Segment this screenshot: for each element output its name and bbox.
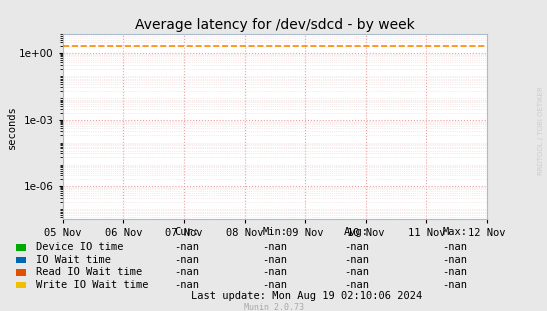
Text: -nan: -nan bbox=[443, 242, 468, 252]
Text: -nan: -nan bbox=[344, 280, 369, 290]
Text: Device IO time: Device IO time bbox=[36, 242, 123, 252]
Text: Write IO Wait time: Write IO Wait time bbox=[36, 280, 148, 290]
Text: -nan: -nan bbox=[262, 255, 287, 265]
Text: -nan: -nan bbox=[443, 255, 468, 265]
Text: -nan: -nan bbox=[262, 280, 287, 290]
Text: -nan: -nan bbox=[174, 255, 200, 265]
Text: -nan: -nan bbox=[344, 267, 369, 277]
Text: -nan: -nan bbox=[174, 267, 200, 277]
Text: -nan: -nan bbox=[174, 242, 200, 252]
Text: Min:: Min: bbox=[262, 227, 287, 237]
Text: Last update: Mon Aug 19 02:10:06 2024: Last update: Mon Aug 19 02:10:06 2024 bbox=[191, 291, 422, 301]
Text: IO Wait time: IO Wait time bbox=[36, 255, 110, 265]
Text: -nan: -nan bbox=[344, 255, 369, 265]
Text: -nan: -nan bbox=[443, 267, 468, 277]
Y-axis label: seconds: seconds bbox=[7, 105, 16, 149]
Text: -nan: -nan bbox=[174, 280, 200, 290]
Text: Read IO Wait time: Read IO Wait time bbox=[36, 267, 142, 277]
Text: -nan: -nan bbox=[262, 242, 287, 252]
Text: -nan: -nan bbox=[262, 267, 287, 277]
Text: Cur:: Cur: bbox=[174, 227, 200, 237]
Text: Munin 2.0.73: Munin 2.0.73 bbox=[243, 303, 304, 311]
Text: -nan: -nan bbox=[443, 280, 468, 290]
Text: Max:: Max: bbox=[443, 227, 468, 237]
Text: Avg:: Avg: bbox=[344, 227, 369, 237]
Title: Average latency for /dev/sdcd - by week: Average latency for /dev/sdcd - by week bbox=[135, 18, 415, 32]
Text: RRDTOOL / TOBI OETIKER: RRDTOOL / TOBI OETIKER bbox=[538, 86, 544, 175]
Text: -nan: -nan bbox=[344, 242, 369, 252]
